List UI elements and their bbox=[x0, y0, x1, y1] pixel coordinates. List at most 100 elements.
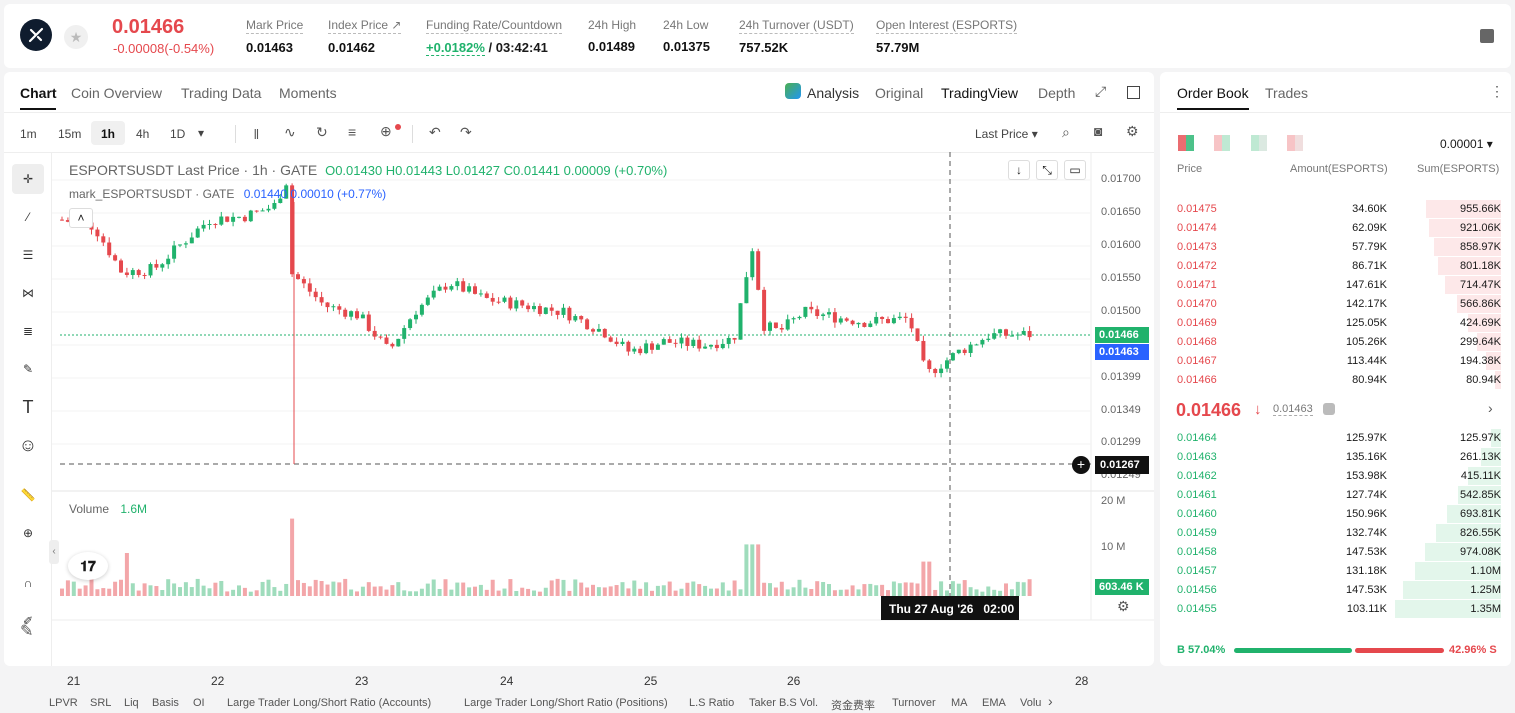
tab-tradingview[interactable]: TradingView bbox=[941, 85, 1019, 101]
indicator-oi[interactable]: OI bbox=[193, 697, 205, 709]
indicator-volume[interactable]: Volu bbox=[1020, 697, 1042, 709]
bid-row[interactable]: 0.01464 125.97K 125.97K bbox=[1160, 429, 1511, 448]
bid-row[interactable]: 0.01456 147.53K 1.25M bbox=[1160, 581, 1511, 600]
ask-row[interactable]: 0.01474 62.09K 921.06K bbox=[1160, 219, 1511, 238]
pattern-icon[interactable]: ⋈ bbox=[22, 286, 34, 300]
tab-trading-data[interactable]: Trading Data bbox=[181, 85, 262, 101]
tf-4h[interactable]: 4h bbox=[136, 127, 150, 141]
compare-icon[interactable]: ↻ bbox=[316, 124, 328, 140]
bid-row[interactable]: 0.01461 127.74K 542.85K bbox=[1160, 486, 1511, 505]
horizontal-lines-icon[interactable]: ☰ bbox=[22, 248, 34, 262]
fit-icon[interactable]: ▭ bbox=[1064, 160, 1086, 180]
precision-select[interactable]: 0.00001 ▾ bbox=[1440, 137, 1493, 151]
indicator-lpvr[interactable]: LPVR bbox=[49, 697, 78, 709]
maximize-icon[interactable] bbox=[1127, 86, 1140, 99]
indicator-taker-vol[interactable]: Taker B.S Vol. bbox=[749, 697, 819, 709]
bid-row[interactable]: 0.01460 150.96K 693.81K bbox=[1160, 505, 1511, 524]
bid-row[interactable]: 0.01459 132.74K 826.55K bbox=[1160, 524, 1511, 543]
tab-chart[interactable]: Chart bbox=[20, 85, 57, 101]
redo-icon[interactable]: ↷ bbox=[460, 124, 472, 140]
notes-icon[interactable] bbox=[1480, 29, 1494, 43]
sidebar-toggle-icon[interactable]: ‹ bbox=[49, 540, 59, 564]
tab-analysis[interactable]: Analysis bbox=[807, 85, 860, 101]
search-icon[interactable]: ⌕ bbox=[1062, 124, 1070, 140]
tab-order-book[interactable]: Order Book bbox=[1177, 85, 1249, 101]
price-type-select[interactable]: Last Price ▾ bbox=[975, 127, 1038, 141]
bid-row[interactable]: 0.01455 103.11K 1.35M bbox=[1160, 600, 1511, 619]
tf-1d[interactable]: 1D bbox=[170, 127, 186, 141]
indicator-ma[interactable]: MA bbox=[951, 697, 968, 709]
indicator-liq[interactable]: Liq bbox=[124, 697, 139, 709]
text-icon[interactable]: T bbox=[22, 396, 34, 417]
order-sum: 1.10M bbox=[1470, 565, 1501, 577]
ruler-icon[interactable]: 📏 bbox=[20, 488, 36, 502]
ask-row[interactable]: 0.01467 113.44K 194.38K bbox=[1160, 352, 1511, 371]
emoji-icon[interactable]: ☺ bbox=[18, 434, 38, 455]
view-bids-icon[interactable] bbox=[1251, 135, 1267, 151]
tf-1h[interactable]: 1h bbox=[101, 127, 116, 141]
trendline-icon[interactable]: ⁄ bbox=[26, 210, 29, 224]
pen-lock-icon[interactable]: ✐ bbox=[22, 614, 34, 628]
pencil-icon[interactable]: ✎ bbox=[20, 623, 34, 640]
indicators-next-icon[interactable]: › bbox=[1048, 693, 1053, 709]
candle-body bbox=[720, 343, 725, 349]
bid-row[interactable]: 0.01462 153.98K 415.11K bbox=[1160, 467, 1511, 486]
brush-icon[interactable]: ✎ bbox=[22, 362, 34, 376]
add-indicator-icon[interactable]: ⊕ bbox=[380, 123, 392, 139]
indicator-funding-rate[interactable]: 资金费率 bbox=[831, 700, 875, 712]
view-both-icon[interactable] bbox=[1178, 135, 1194, 151]
candle-body bbox=[868, 323, 873, 327]
stat-index-price[interactable]: Index Price ↗ 0.01462 bbox=[328, 18, 402, 55]
ask-row[interactable]: 0.01469 125.05K 424.69K bbox=[1160, 314, 1511, 333]
tab-depth[interactable]: Depth bbox=[1038, 85, 1076, 101]
tab-coin-overview[interactable]: Coin Overview bbox=[71, 85, 163, 101]
axis-settings-icon[interactable]: ⚙ bbox=[1117, 598, 1130, 614]
indicator-icon[interactable]: ∿ bbox=[284, 124, 296, 140]
bid-row[interactable]: 0.01457 131.18K 1.10M bbox=[1160, 562, 1511, 581]
crosshair-icon[interactable]: ✛ bbox=[12, 164, 44, 194]
tf-1m[interactable]: 1m bbox=[20, 127, 37, 141]
indicator-lt-positions[interactable]: Large Trader Long/Short Ratio (Positions… bbox=[464, 697, 668, 709]
indicator-lt-accounts[interactable]: Large Trader Long/Short Ratio (Accounts) bbox=[227, 697, 432, 709]
tab-original[interactable]: Original bbox=[875, 85, 924, 101]
settings-gear-icon[interactable]: ⚙ bbox=[1126, 123, 1139, 139]
collapse-icon[interactable]: ⤡ bbox=[1036, 160, 1058, 180]
ask-row[interactable]: 0.01471 147.61K 714.47K bbox=[1160, 276, 1511, 295]
bid-row[interactable]: 0.01463 135.16K 261.13K bbox=[1160, 448, 1511, 467]
zoom-in-icon[interactable]: ⊕ bbox=[22, 526, 34, 540]
scroll-down-icon[interactable]: ↓ bbox=[1008, 160, 1030, 180]
tab-moments[interactable]: Moments bbox=[279, 85, 337, 101]
favorite-star-icon[interactable]: ★ bbox=[64, 25, 88, 49]
ask-row[interactable]: 0.01472 86.71K 801.18K bbox=[1160, 257, 1511, 276]
indicator-basis[interactable]: Basis bbox=[152, 697, 179, 709]
magnet-icon[interactable]: ∩ bbox=[23, 576, 33, 590]
view-sells-icon[interactable] bbox=[1287, 135, 1303, 151]
crosshair-add-icon[interactable]: + bbox=[1072, 456, 1090, 474]
more-menu-icon[interactable]: ⋮ bbox=[1490, 83, 1504, 99]
ask-row[interactable]: 0.01468 105.26K 299.64K bbox=[1160, 333, 1511, 352]
analysis-icon[interactable] bbox=[785, 83, 801, 99]
ask-row[interactable]: 0.01473 57.79K 858.97K bbox=[1160, 238, 1511, 257]
bid-row[interactable]: 0.01458 147.53K 974.08K bbox=[1160, 543, 1511, 562]
candlestick-chart[interactable] bbox=[4, 72, 1154, 666]
template-icon[interactable]: ≡ bbox=[348, 124, 357, 140]
candle-body bbox=[980, 339, 985, 345]
candle-type-icon[interactable]: 𝍪 bbox=[254, 126, 259, 142]
expand-icon[interactable]: ⤢ bbox=[1095, 83, 1107, 99]
collapse-legend-icon[interactable]: ˄ bbox=[69, 208, 93, 228]
indicator-ls-ratio[interactable]: L.S Ratio bbox=[689, 697, 735, 709]
indicator-turnover[interactable]: Turnover bbox=[892, 697, 936, 709]
ask-row[interactable]: 0.01470 142.17K 566.86K bbox=[1160, 295, 1511, 314]
undo-icon[interactable]: ↶ bbox=[429, 124, 441, 140]
indicator-srl[interactable]: SRL bbox=[90, 697, 112, 709]
fib-icon[interactable]: ≣ bbox=[22, 324, 34, 338]
ask-row[interactable]: 0.01466 80.94K 80.94K bbox=[1160, 371, 1511, 390]
screenshot-icon[interactable]: ◙ bbox=[1094, 123, 1103, 139]
chevron-right-icon[interactable]: › bbox=[1488, 400, 1493, 416]
tf-15m[interactable]: 15m bbox=[58, 127, 82, 141]
tab-trades[interactable]: Trades bbox=[1265, 85, 1309, 101]
tf-dropdown-icon[interactable]: ▾ bbox=[198, 126, 205, 140]
view-asks-icon[interactable] bbox=[1214, 135, 1230, 151]
ask-row[interactable]: 0.01475 34.60K 955.66K bbox=[1160, 200, 1511, 219]
indicator-ema[interactable]: EMA bbox=[982, 697, 1006, 709]
